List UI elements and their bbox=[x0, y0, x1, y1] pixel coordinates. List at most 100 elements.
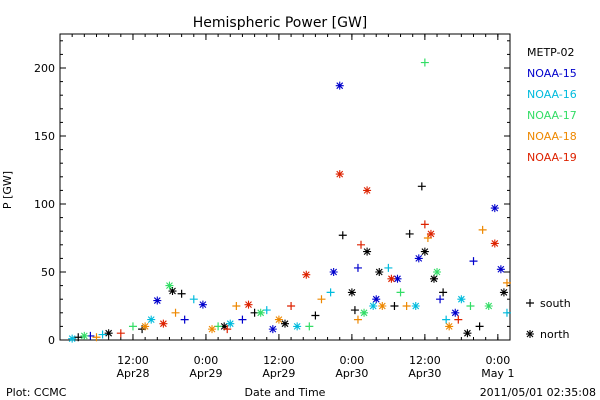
data-point-north bbox=[244, 300, 253, 309]
plot-area bbox=[59, 33, 511, 341]
data-point-south bbox=[420, 58, 429, 67]
data-point-north bbox=[499, 288, 508, 297]
data-point-north bbox=[411, 302, 420, 310]
legend-marker-north bbox=[526, 330, 534, 338]
data-point-north bbox=[165, 281, 174, 290]
x-tick-label-time: 12:00 bbox=[117, 354, 149, 367]
x-tick-label-time: 0:00 bbox=[485, 354, 510, 367]
x-axis-label: Date and Time bbox=[245, 386, 326, 399]
data-point-north bbox=[387, 274, 396, 283]
data-point-south bbox=[475, 322, 484, 331]
data-point-north bbox=[256, 308, 265, 317]
data-point-north bbox=[68, 334, 77, 343]
data-point-north bbox=[375, 268, 384, 276]
data-point-south bbox=[180, 315, 189, 324]
data-point-north bbox=[484, 302, 493, 310]
data-point-north bbox=[372, 295, 381, 304]
data-point-north bbox=[369, 302, 378, 310]
y-axis-label: P [GW] bbox=[1, 171, 14, 209]
data-point-north bbox=[363, 247, 372, 256]
data-point-north bbox=[274, 315, 283, 324]
data-point-north bbox=[360, 308, 369, 317]
data-point-south bbox=[98, 330, 107, 339]
data-point-north bbox=[302, 270, 311, 279]
x-tick-label-date: May 1 bbox=[481, 367, 514, 380]
legend-marker-label: north bbox=[540, 328, 570, 341]
legend-entry: NOAA-18 bbox=[527, 130, 577, 143]
data-point-south bbox=[384, 263, 393, 272]
data-point-south bbox=[405, 229, 414, 238]
legend-marker-south bbox=[526, 299, 534, 307]
data-point-north bbox=[490, 239, 499, 248]
y-axis: 0 50 100 150 200 bbox=[34, 40, 510, 347]
data-point-south bbox=[478, 225, 487, 234]
data-point-south bbox=[311, 311, 320, 320]
data-point-north bbox=[147, 315, 156, 324]
legend-entry: NOAA-16 bbox=[527, 88, 577, 101]
series-metp-02 bbox=[74, 182, 508, 342]
data-point-south bbox=[417, 182, 426, 191]
data-point-south bbox=[469, 257, 478, 266]
data-point-north bbox=[208, 325, 217, 334]
legend-entry: NOAA-19 bbox=[527, 151, 577, 164]
data-point-north bbox=[420, 247, 429, 256]
plot-credit: Plot: CCMC bbox=[6, 386, 67, 399]
data-point-north bbox=[378, 302, 387, 310]
data-point-south bbox=[436, 295, 445, 304]
data-point-north bbox=[268, 325, 277, 334]
data-point-south bbox=[353, 263, 362, 272]
x-tick-label-time: 12:00 bbox=[263, 354, 295, 367]
data-point-south bbox=[390, 302, 399, 310]
data-point-south bbox=[454, 315, 463, 324]
data-point-south bbox=[338, 231, 347, 240]
data-point-north bbox=[433, 268, 442, 276]
data-point-south bbox=[223, 325, 232, 334]
data-point-north bbox=[335, 81, 344, 90]
x-axis: 12:00Apr280:00Apr2912:00Apr290:00Apr3012… bbox=[59, 34, 514, 380]
data-point-south bbox=[502, 278, 511, 287]
data-point-south bbox=[402, 302, 411, 310]
data-point-south bbox=[177, 289, 186, 298]
data-point-south bbox=[287, 302, 296, 310]
data-point-north bbox=[445, 322, 454, 331]
data-point-south bbox=[214, 322, 223, 331]
data-point-south bbox=[116, 329, 125, 338]
data-point-south bbox=[502, 308, 511, 317]
data-point-south bbox=[353, 315, 362, 324]
data-point-north bbox=[159, 319, 168, 328]
series-noaa-19 bbox=[116, 170, 499, 338]
chart-title: Hemispheric Power [GW] bbox=[193, 15, 368, 31]
data-point-north bbox=[451, 308, 460, 317]
data-point-north bbox=[226, 319, 235, 328]
data-point-south bbox=[357, 240, 366, 249]
legend: METP-02 NOAA-15 NOAA-16 NOAA-17 NOAA-18 NOAA-… bbox=[527, 46, 577, 164]
data-point-north bbox=[104, 329, 113, 338]
x-tick-label-date: Apr30 bbox=[335, 367, 368, 380]
data-point-south bbox=[396, 288, 405, 297]
data-point-north bbox=[393, 274, 402, 283]
data-point-north bbox=[426, 229, 435, 238]
data-point-north bbox=[329, 268, 338, 276]
data-point-north bbox=[153, 296, 162, 305]
legend-entry: METP-02 bbox=[527, 46, 575, 59]
data-point-north bbox=[414, 254, 423, 263]
legend-entry: NOAA-15 bbox=[527, 67, 577, 80]
data-point-south bbox=[189, 295, 198, 304]
y-tick-label: 100 bbox=[34, 198, 55, 211]
x-tick-label-time: 12:00 bbox=[409, 354, 441, 367]
data-point-north bbox=[363, 186, 372, 195]
data-point-south bbox=[442, 315, 451, 324]
data-point-south bbox=[171, 308, 180, 317]
data-point-south bbox=[74, 333, 83, 342]
data-point-south bbox=[262, 306, 271, 315]
data-point-south bbox=[238, 315, 247, 324]
series-noaa-18 bbox=[92, 225, 511, 342]
data-point-south bbox=[420, 220, 429, 229]
legend-marker-label: south bbox=[540, 297, 571, 310]
data-point-north bbox=[198, 300, 207, 309]
data-point-north bbox=[429, 274, 438, 283]
data-points bbox=[68, 58, 511, 343]
data-point-south bbox=[232, 302, 241, 310]
data-point-north bbox=[168, 287, 177, 296]
